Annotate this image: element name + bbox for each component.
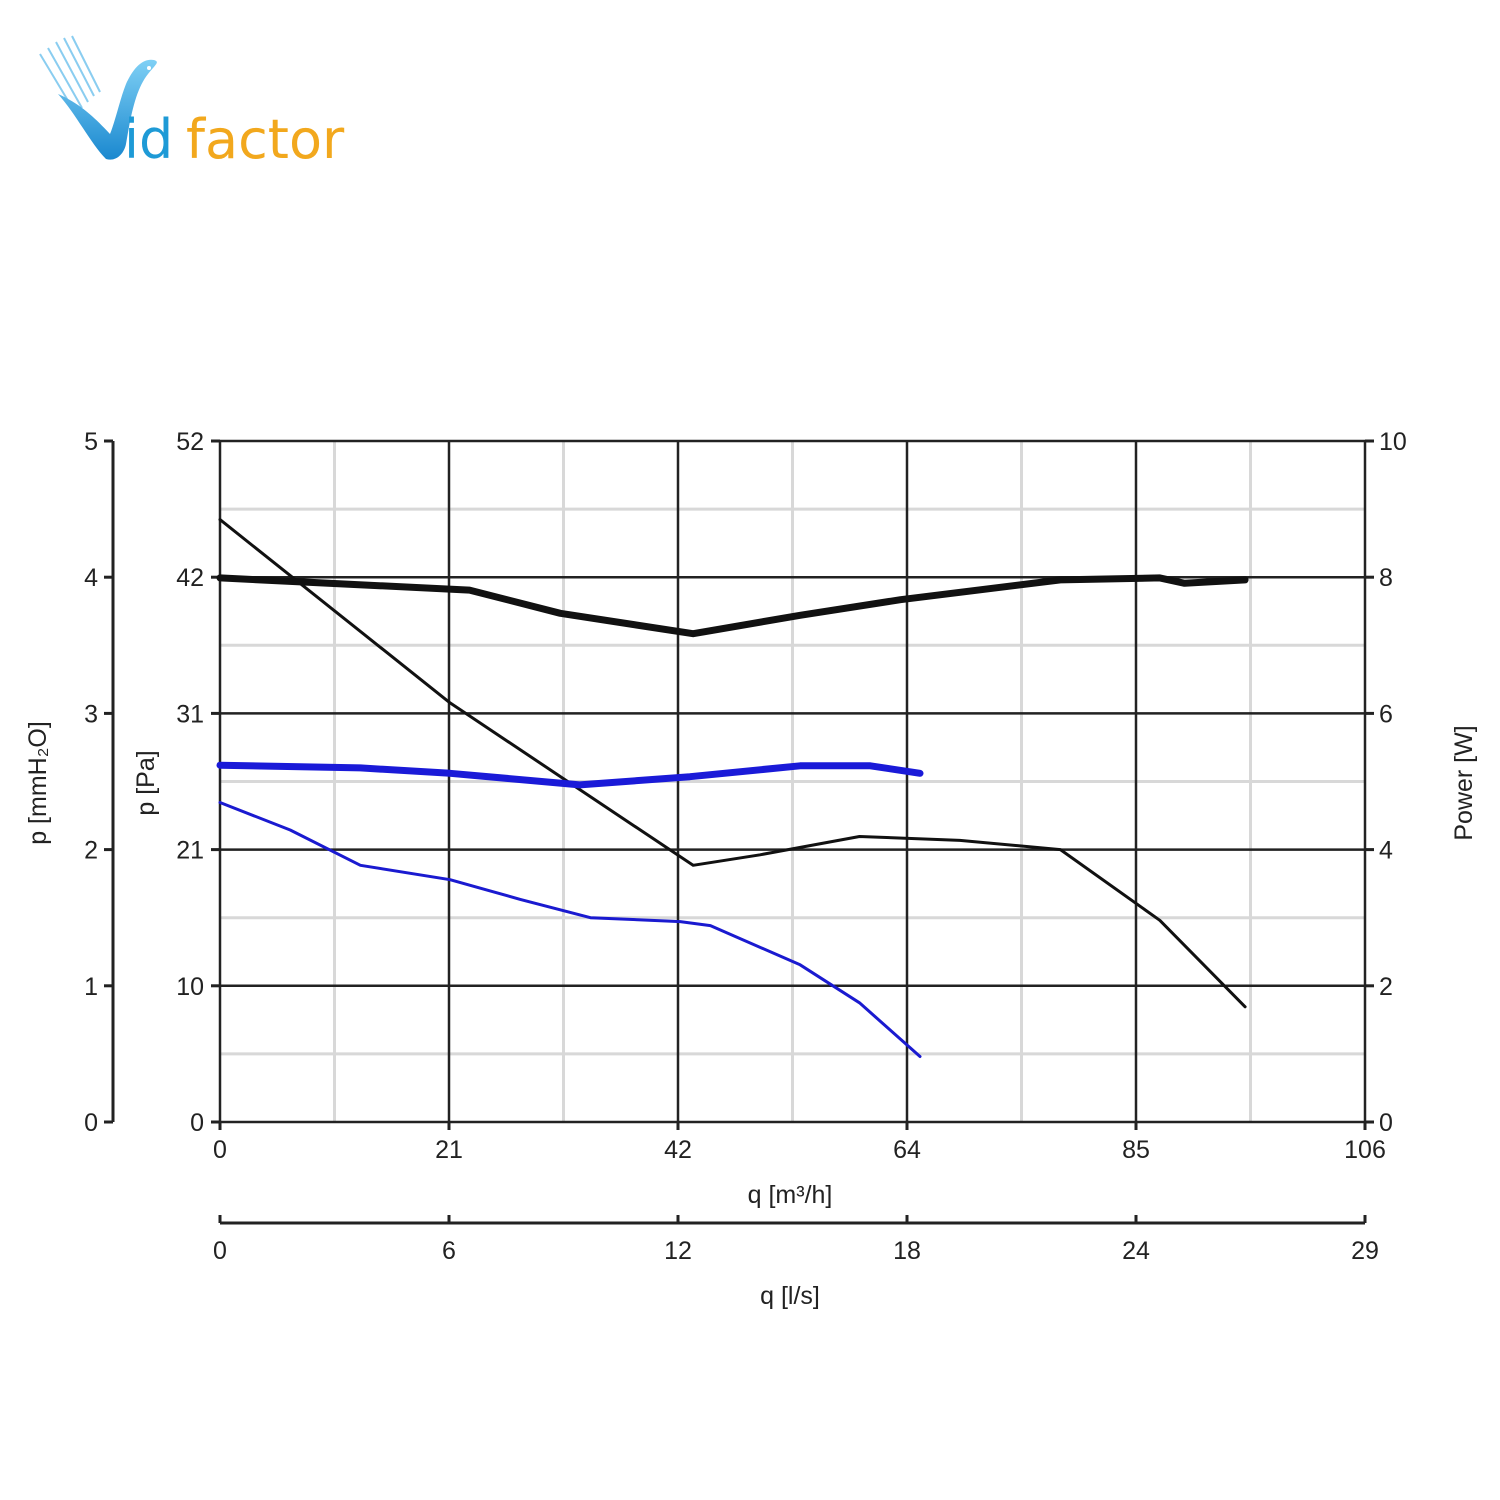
mmh2o-tick-label: 5 [84, 428, 98, 456]
x-tick-label: 85 [1122, 1136, 1150, 1164]
y-axis-pa-title: p [Pa] [132, 750, 160, 815]
pa-tick-label: 42 [176, 564, 204, 592]
x-tick-label: 0 [213, 1136, 227, 1164]
logo-text-orange: factor [186, 108, 345, 169]
data-series [216, 518, 1249, 1058]
axes [104, 439, 1374, 1225]
mmh2o-tick-label: 4 [84, 564, 98, 592]
ls-tick-label: 18 [893, 1237, 921, 1265]
power-tick-label: 4 [1379, 837, 1393, 865]
ls-tick-label: 24 [1122, 1237, 1150, 1265]
ls-tick-label: 0 [213, 1237, 227, 1265]
x-tick-label: 21 [435, 1136, 463, 1164]
y-axis-mmh2o-title: p [mmH₂O] [24, 721, 52, 845]
mmh2o-tick-label: 1 [84, 973, 98, 1001]
major-gridlines [218, 439, 1367, 1124]
power-tick-label: 10 [1379, 428, 1407, 456]
minor-gridlines [220, 441, 1365, 1122]
ls-tick-label: 6 [442, 1237, 456, 1265]
x-tick-label: 42 [664, 1136, 692, 1164]
power-tick-label: 2 [1379, 973, 1393, 1001]
power-tick-label: 8 [1379, 564, 1393, 592]
logo-text-blue: id [124, 108, 173, 169]
logo-bird-icon: id factor [39, 35, 345, 171]
vidfactor-logo: id factor [36, 34, 376, 171]
series-line-power-3 [216, 761, 924, 789]
mmh2o-tick-label: 3 [84, 700, 98, 728]
series-line-pressure-1 [218, 801, 922, 1058]
series-line-pressure-0 [218, 518, 1247, 1009]
pa-tick-label: 10 [176, 973, 204, 1001]
power-tick-label: 0 [1379, 1109, 1393, 1137]
pa-tick-label: 52 [176, 428, 204, 456]
mmh2o-tick-label: 0 [84, 1109, 98, 1137]
series-line-power-2 [216, 574, 1249, 638]
pa-tick-label: 0 [190, 1109, 204, 1137]
tick-labels: 0 0 01 10 22 21 43 31 64 42 85 52 100021642126418852… [84, 428, 1407, 1265]
power-tick-label: 6 [1379, 700, 1393, 728]
ls-tick-label: 12 [664, 1237, 692, 1265]
pa-tick-label: 21 [176, 837, 204, 865]
x-axis-title: q [m³/h] [748, 1181, 833, 1209]
mmh2o-tick-label: 2 [84, 837, 98, 865]
pa-tick-label: 31 [176, 700, 204, 728]
ls-tick-label: 29 [1351, 1237, 1379, 1265]
x-tick-label: 106 [1344, 1136, 1386, 1164]
x-tick-label: 64 [893, 1136, 921, 1164]
x-secondary-axis-title: q [l/s] [760, 1282, 820, 1310]
y-axis-power-title: Power [W] [1450, 725, 1478, 840]
